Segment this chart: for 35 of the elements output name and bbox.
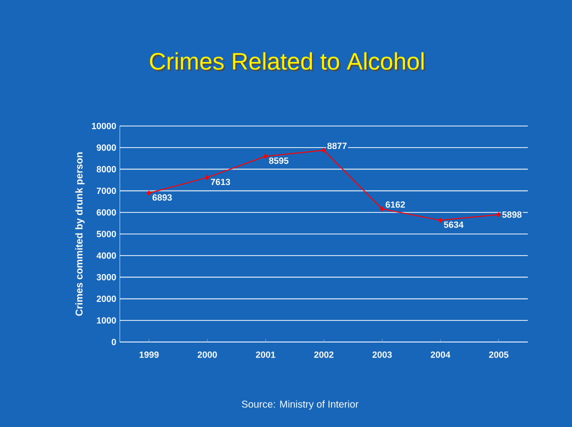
point: [322, 148, 326, 153]
data-label: 8595: [269, 158, 288, 164]
y-tick-label: 7000: [96, 188, 116, 194]
y-tick-label: 5000: [96, 230, 116, 238]
data-label: 7613: [210, 178, 230, 186]
point: [496, 212, 501, 218]
x-tick-label: 2005: [489, 352, 508, 358]
point: [380, 206, 384, 212]
y-tick-label: 8000: [96, 166, 116, 172]
y-tick-label: 2000: [96, 296, 116, 302]
data-label: 8877: [327, 142, 347, 150]
data-label: 5634: [444, 222, 464, 228]
x-tick-label: 2000: [198, 352, 217, 358]
point: [264, 154, 268, 159]
x-tick-label: 2002: [314, 352, 334, 358]
data-label: 5898: [502, 211, 522, 218]
source-note: Source: Ministry of Interior: [242, 400, 358, 410]
point: [438, 218, 442, 223]
data-label: 6162: [386, 201, 405, 208]
chart-title: Crimes Related to Alcohol: [152, 54, 426, 72]
point: [205, 175, 210, 180]
x-tick-label: 2003: [372, 352, 392, 358]
data-label: 6893: [152, 194, 172, 201]
x-tick-label: 2004: [430, 352, 450, 358]
point: [147, 190, 152, 196]
y-axis-title: Crimes commited by drunk person: [75, 152, 85, 316]
x-tick-label: 1999: [140, 352, 159, 358]
y-tick-label: 4000: [96, 252, 116, 259]
x-tick-label: 2001: [256, 352, 276, 358]
y-tick-label: 10000: [92, 122, 116, 130]
y-tick-label: 1000: [96, 317, 116, 324]
y-tick-label: 0: [112, 338, 116, 346]
y-tick-label: 9000: [96, 144, 116, 151]
y-tick-label: 6000: [96, 209, 116, 216]
y-tick-label: 3000: [96, 274, 116, 280]
